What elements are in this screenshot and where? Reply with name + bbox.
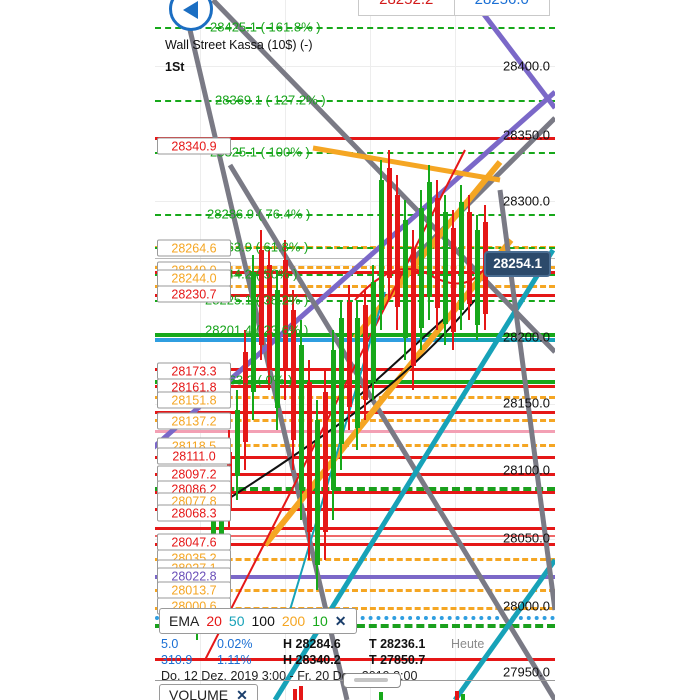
low-value: T 28236.1 [369,637,426,651]
high-number: 28340.2 [295,653,341,667]
low-number: 28236.1 [380,637,426,651]
fib-level-line [155,487,555,491]
fib-annotation: 28201.4 ( 23.6% ) [205,322,309,338]
price-level-line [155,527,555,530]
price-level-line [155,575,555,579]
price-level-line [155,271,555,274]
ema-label: EMA [169,613,200,629]
volume-label: VOLUME [169,687,229,700]
timeline-scrollbar-handle[interactable] [343,673,401,688]
price-level-line [155,285,555,288]
volume-series [293,686,465,700]
instrument-title: Wall Street Kassa (10$) (-) [165,38,313,52]
grid-line-horizontal [155,265,555,266]
y-axis-label: 28150.0 [503,395,550,411]
bid-price[interactable]: 28252.2 [359,0,455,15]
price-level-line [155,558,555,561]
change-value: 310.9 [161,653,193,667]
grid-line-horizontal [155,539,555,540]
price-level-line [155,589,555,592]
change-value: 5.0 [161,637,179,651]
price-level-line [155,258,555,259]
price-level-line [155,535,555,537]
y-axis-label: 27950.0 [503,664,550,680]
fib-level-line [155,300,555,302]
ema-period-20[interactable]: 20 [206,613,222,629]
low-number: 27850.7 [380,653,426,667]
price-level-line [155,491,555,494]
fib-level-line [155,247,555,249]
grid-line-vertical [455,0,456,700]
fib-level-line [155,27,555,29]
high-number: 28284.6 [295,637,341,651]
grid-line-horizontal [155,201,555,202]
price-chart-viewport[interactable]: 28425.1 ( 161.8% ) 28369.1 ( 127.2% ) 28… [155,0,555,700]
grid-line-vertical [370,0,371,700]
change-percent: 1.11% [217,653,252,667]
price-level-line [155,658,555,661]
ema-period-10[interactable]: 10 [312,613,328,629]
interval-label: 1St [165,60,185,74]
ema-period-200[interactable]: 200 [281,613,306,629]
level-tag[interactable]: 28264.6 [157,239,231,257]
y-axis-label: 28000.0 [503,598,550,614]
close-icon[interactable]: ✕ [236,686,248,700]
ema-indicator-legend[interactable]: EMA 20 50 100 200 10 ✕ [159,608,357,634]
y-axis-label: 28400.0 [503,58,550,74]
stats-block: 5.0 0.02% H 28284.6 T 28236.1 Heute 310.… [161,636,484,668]
grid-line-vertical [200,0,201,700]
fib-annotation: 28425.1 ( 161.8% ) [210,19,321,35]
price-level-line [155,456,555,459]
ema-period-50[interactable]: 50 [228,613,245,629]
y-axis-label: 28050.0 [503,530,550,546]
fib-level-line [155,274,555,276]
current-price-tag[interactable]: 28254.1 [484,251,551,277]
grid-line-horizontal [155,66,555,67]
price-level-line [155,473,555,476]
y-axis-label: 28100.0 [503,462,550,478]
low-value: T 27850.7 [369,653,426,667]
ema-period-100[interactable]: 100 [251,613,275,629]
level-tag[interactable]: 28151.8 [157,391,231,409]
level-tag[interactable]: 28230.7 [157,285,231,303]
fib-annotation: 28369.1 ( 127.2% ) [215,92,326,108]
y-axis-label: 28350.0 [503,127,550,143]
y-axis-label: 28300.0 [503,193,550,209]
stats-row-today: 5.0 0.02% H 28284.6 T 28236.1 Heute [161,636,484,652]
period-label: Heute [451,637,485,651]
high-value: H 28284.6 [283,637,341,651]
high-value: H 28340.2 [283,653,341,667]
price-level-line [155,137,555,140]
price-level-line [155,543,555,546]
ask-price[interactable]: 28256.0 [455,0,550,15]
price-level-line [155,508,555,511]
level-tag[interactable]: 28173.3 [157,362,231,380]
level-tag[interactable]: 28244.0 [157,269,231,287]
change-percent: 0.02% [217,637,253,651]
fib-level-line [155,100,555,102]
price-level-line [155,294,555,297]
level-tag[interactable]: 28047.6 [157,533,231,551]
level-tag[interactable]: 28137.2 [157,412,231,430]
quote-boxes: 28252.2 28256.0 [358,0,550,16]
y-axis-label: 28200.0 [503,329,550,345]
fib-annotation: 28286.9 ( 76.4% ) [207,206,311,222]
level-tag[interactable]: 28340.9 [157,137,231,155]
close-icon[interactable]: ✕ [334,612,347,629]
fib-annotation: 28325.1 ( 100% ) [210,144,310,160]
level-tag[interactable]: 28022.8 [157,567,231,585]
fib-level-line [155,214,555,216]
stats-row-range: 310.9 1.11% H 28340.2 T 27850.7 [161,652,484,668]
level-tag[interactable]: 28068.3 [157,504,231,522]
level-tag[interactable]: 28013.7 [157,581,231,599]
level-tag[interactable]: 28111.0 [157,447,231,465]
volume-indicator-legend[interactable]: VOLUME ✕ [159,684,258,700]
price-level-line [155,444,555,447]
